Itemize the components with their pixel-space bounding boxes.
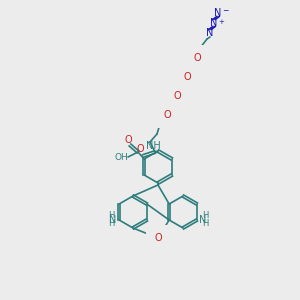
Text: O: O (163, 110, 171, 120)
Text: H: H (108, 220, 114, 229)
Text: O: O (124, 135, 132, 145)
Text: H: H (108, 212, 114, 220)
Text: O: O (154, 233, 162, 243)
Text: N: N (206, 28, 214, 38)
Text: −: − (222, 7, 228, 16)
Text: OH: OH (114, 152, 128, 161)
Text: O: O (183, 72, 191, 82)
Text: H: H (202, 220, 208, 229)
Text: O: O (136, 144, 144, 154)
Text: NH: NH (146, 141, 160, 151)
Text: N: N (214, 8, 222, 18)
Text: N: N (109, 215, 117, 225)
Text: O: O (173, 91, 181, 101)
Text: O: O (193, 53, 201, 63)
Text: N: N (210, 18, 218, 28)
Text: H: H (202, 212, 208, 220)
Text: N: N (199, 215, 207, 225)
Text: +: + (218, 19, 224, 25)
